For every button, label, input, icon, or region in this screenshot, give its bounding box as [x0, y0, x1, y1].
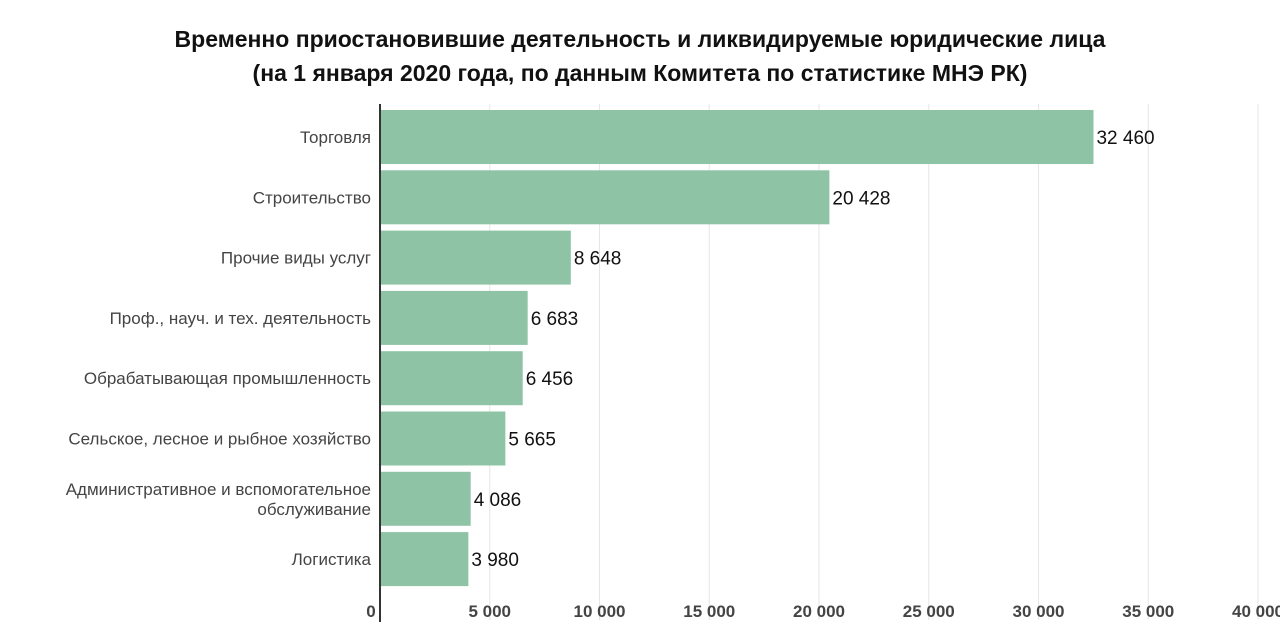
value-label: 5 665	[508, 430, 556, 451]
value-label: 8 648	[574, 249, 622, 270]
category-label: обслуживание	[257, 500, 371, 519]
x-tick-label: 40 000	[1232, 602, 1280, 621]
labels: Торговля 32 460 Строительство 20 428 Прочие …	[66, 128, 1155, 571]
gridlines	[489, 104, 1259, 620]
category-label: Прочие виды услуг	[221, 249, 371, 268]
bar	[381, 471, 471, 526]
axes: 0 5 000 10 000 15 000 20 000 25 000 30 000 35 0…	[366, 104, 1280, 622]
value-label: 4 086	[474, 490, 522, 511]
x-tick-label: 20 000	[793, 602, 845, 621]
chart-title-block: Временно приостановившие деятельность и …	[0, 22, 1280, 90]
bar	[381, 170, 830, 225]
category-label: Сельское, лесное и рыбное хозяйство	[68, 430, 371, 449]
category-label: Административное и вспомогательное	[66, 480, 371, 499]
value-label: 3 980	[471, 550, 519, 571]
bars	[381, 110, 1094, 587]
value-label: 20 428	[832, 188, 890, 209]
category-label: Торговля	[300, 128, 371, 147]
bar	[381, 230, 571, 285]
x-tick-label: 15 000	[683, 602, 735, 621]
chart-title: Временно приостановившие деятельность и …	[174, 26, 1106, 52]
x-tick-label: 0	[366, 602, 375, 621]
bar	[381, 411, 506, 466]
value-label: 6 683	[531, 309, 579, 330]
chart-subtitle: (на 1 января 2020 года, по данным Комите…	[252, 60, 1028, 86]
category-label: Проф., науч. и тех. деятельность	[110, 309, 372, 328]
x-tick-label: 35 000	[1122, 602, 1174, 621]
bar	[381, 351, 523, 406]
value-label: 32 460	[1096, 128, 1154, 149]
bar	[381, 110, 1094, 164]
category-label: Логистика	[292, 550, 372, 569]
value-label: 6 456	[526, 369, 574, 390]
category-label: Строительство	[253, 188, 371, 207]
x-tick-label: 30 000	[1013, 602, 1065, 621]
category-label: Обрабатывающая промышленность	[84, 369, 371, 388]
x-tick-label: 10 000	[574, 602, 626, 621]
x-tick-label: 5 000	[468, 602, 511, 621]
bar	[381, 532, 469, 587]
bar	[381, 290, 528, 345]
x-tick-label: 25 000	[903, 602, 955, 621]
